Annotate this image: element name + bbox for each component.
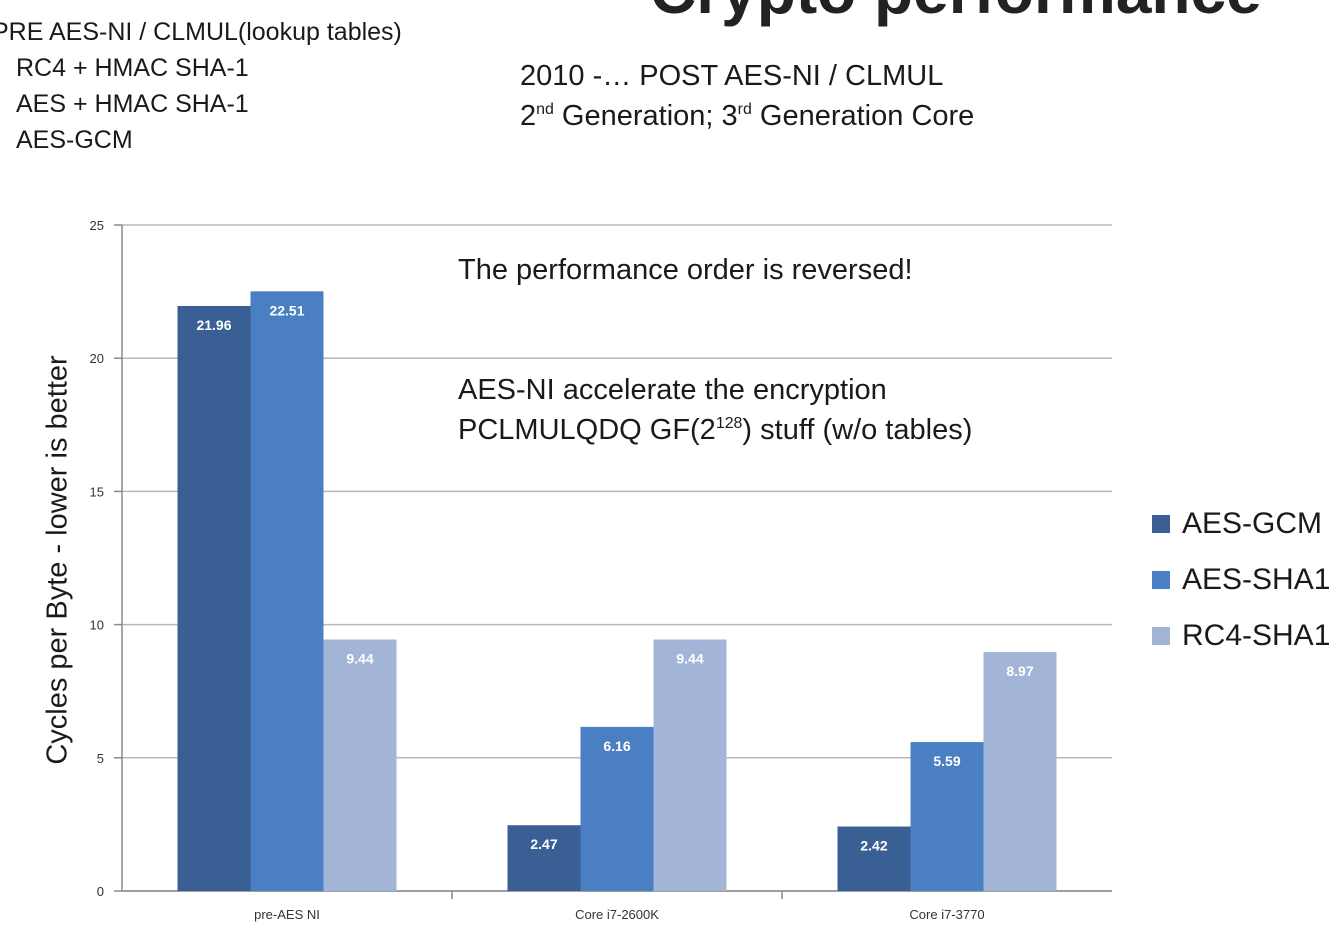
bar-rc4-sha1	[983, 652, 1057, 891]
legend-label: AES-GCM	[1182, 507, 1323, 540]
data-label: 6.16	[603, 738, 630, 754]
legend-swatch	[1152, 515, 1170, 533]
post-aesni-line: 2010 -… POST AES-NI / CLMUL	[520, 60, 944, 92]
y-axis-title: Cycles per Byte - lower is better	[41, 355, 74, 765]
bar-aes-gcm	[837, 826, 911, 891]
x-tick-label: Core i7-3770	[909, 907, 984, 922]
chart-legend: AES-GCM AES-SHA1 RC4-SHA1	[1152, 496, 1330, 664]
data-label: 2.47	[530, 836, 557, 852]
annotation-text: The performance order is reversed!	[458, 254, 913, 286]
annotation-aesni: AES-NI accelerate the encryption PCLMULQ…	[458, 370, 972, 450]
pre-aesni-list: RC4 + HMAC SHA-1 AES + HMAC SHA-1 AES-GC…	[0, 50, 402, 158]
x-tick-label: Core i7-2600K	[575, 907, 659, 922]
data-label: 21.96	[196, 317, 231, 333]
data-label: 9.44	[346, 651, 373, 667]
legend-item: AES-SHA1	[1152, 552, 1330, 608]
list-item: AES + HMAC SHA-1	[16, 90, 249, 118]
generation-text: Generation Core	[751, 100, 975, 132]
generation-sup: rd	[737, 100, 752, 118]
generation-sup: nd	[536, 100, 554, 118]
bar-aes-sha1	[580, 726, 654, 891]
legend-label: RC4-SHA1	[1182, 619, 1331, 652]
bar-rc4-sha1	[653, 639, 727, 891]
data-label: 5.59	[933, 753, 960, 769]
data-label: 2.42	[860, 838, 887, 854]
annotation-sup: 128	[715, 414, 743, 432]
annotation-text: AES-NI accelerate the encryption	[458, 374, 887, 406]
annotation-text: PCLMULQDQ GF(2128) stuff (w/o tables)	[458, 410, 972, 450]
generation-text: Generation; 3	[553, 100, 738, 132]
legend-item: AES-GCM	[1152, 496, 1330, 552]
y-tick-label: 20	[90, 351, 104, 366]
bar-aes-sha1	[250, 291, 324, 891]
legend-item: RC4-SHA1	[1152, 608, 1330, 664]
annotation-part: PCLMULQDQ GF(2	[458, 414, 716, 446]
legend-label: AES-SHA1	[1182, 563, 1331, 596]
generation-line: 2nd Generation; 3rd Generation Core	[520, 96, 974, 136]
list-item: AES-GCM	[16, 126, 133, 154]
bar-aes-gcm	[177, 305, 251, 891]
pre-aesni-notes: PRE AES-NI / CLMUL(lookup tables) RC4 + …	[0, 14, 402, 158]
pre-aesni-heading: PRE AES-NI / CLMUL(lookup tables)	[0, 18, 402, 46]
post-aesni-notes: 2010 -… POST AES-NI / CLMUL 2nd Generati…	[520, 56, 974, 136]
annotation-part: ) stuff (w/o tables)	[742, 414, 973, 446]
slide-title: Crypto performance	[650, 0, 1262, 28]
bar-rc4-sha1	[323, 639, 397, 891]
data-label: 22.51	[269, 302, 304, 318]
y-tick-label: 10	[90, 618, 104, 633]
x-tick-label: pre-AES NI	[254, 907, 320, 922]
annotation-reversed: The performance order is reversed!	[458, 250, 913, 290]
legend-swatch	[1152, 627, 1170, 645]
y-tick-label: 25	[90, 218, 104, 233]
data-label: 8.97	[1006, 663, 1033, 679]
list-item: RC4 + HMAC SHA-1	[16, 54, 249, 82]
y-tick-label: 5	[97, 751, 104, 766]
generation-text: 2	[520, 100, 537, 132]
bar-aes-sha1	[910, 742, 984, 891]
y-tick-label: 0	[97, 884, 104, 899]
y-tick-label: 15	[90, 484, 104, 499]
legend-swatch	[1152, 571, 1170, 589]
bar-aes-gcm	[507, 825, 581, 891]
data-label: 9.44	[676, 651, 703, 667]
